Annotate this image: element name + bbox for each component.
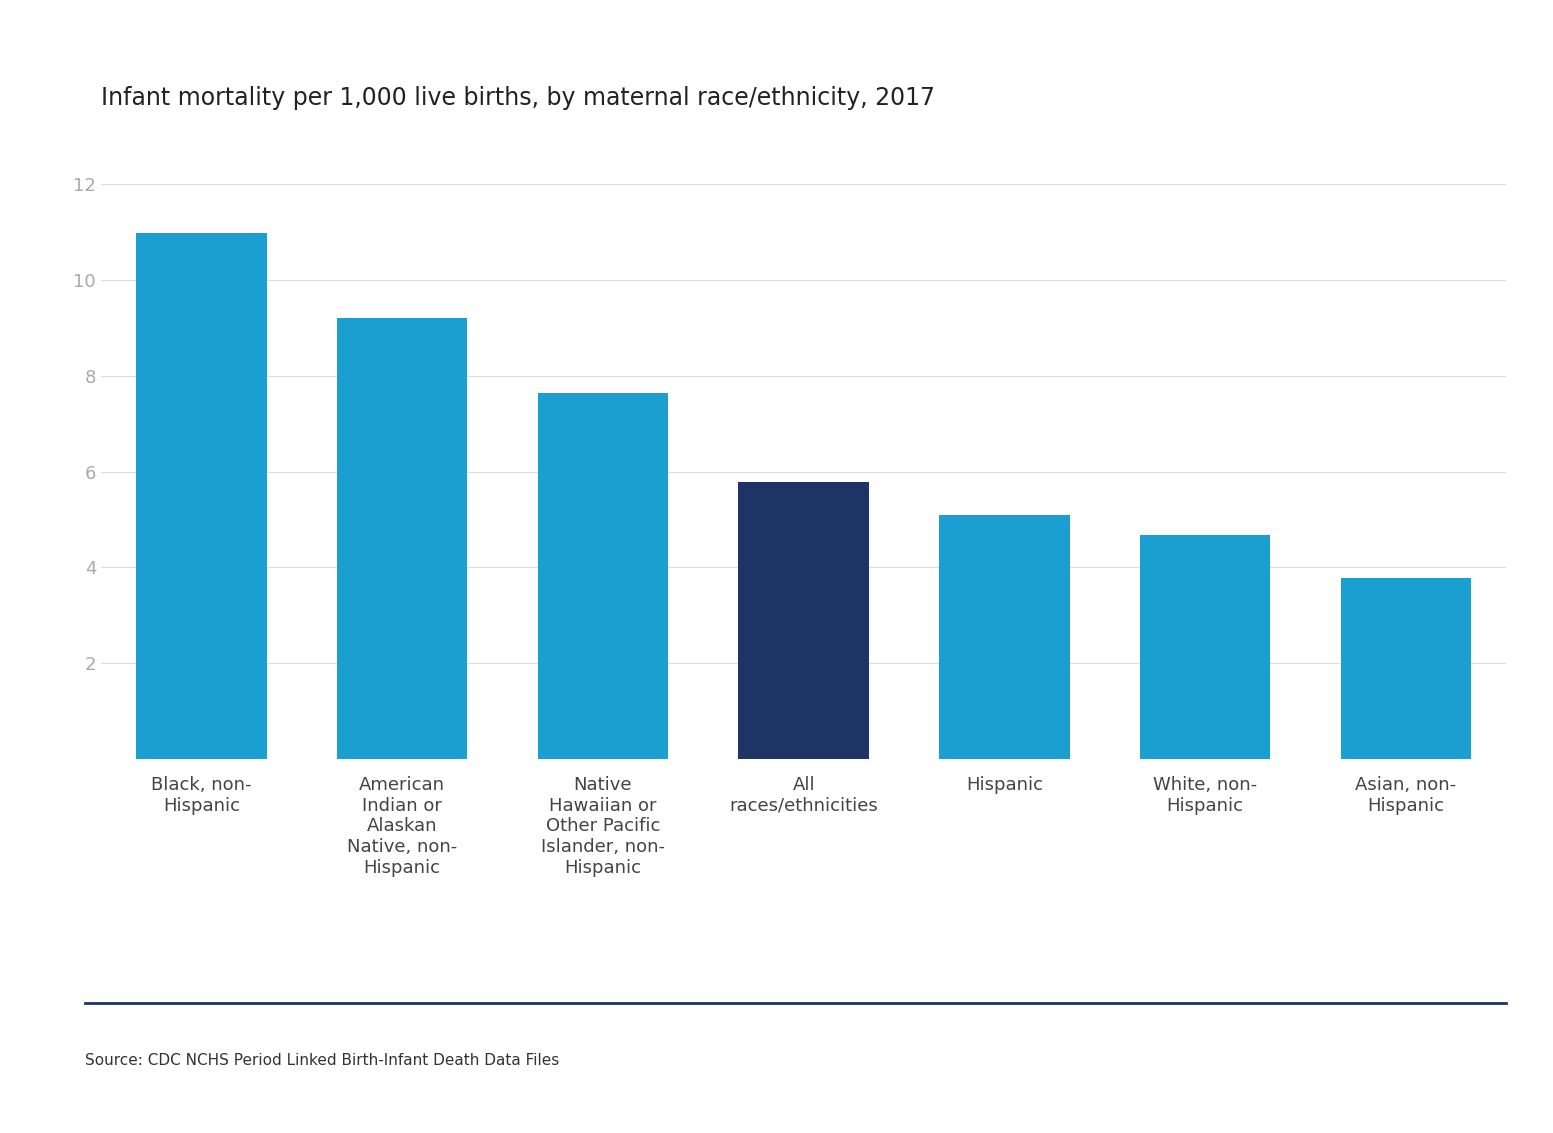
Bar bbox=[738, 482, 870, 759]
Bar bbox=[1140, 535, 1270, 759]
Bar bbox=[940, 514, 1070, 759]
Bar bbox=[537, 393, 668, 759]
Bar bbox=[137, 233, 267, 759]
Text: Infant mortality per 1,000 live births, by maternal race/ethnicity, 2017: Infant mortality per 1,000 live births, … bbox=[101, 86, 935, 110]
Bar bbox=[1340, 578, 1471, 759]
Text: Source: CDC NCHS Period Linked Birth-Infant Death Data Files: Source: CDC NCHS Period Linked Birth-Inf… bbox=[85, 1053, 559, 1068]
Bar bbox=[337, 317, 467, 759]
